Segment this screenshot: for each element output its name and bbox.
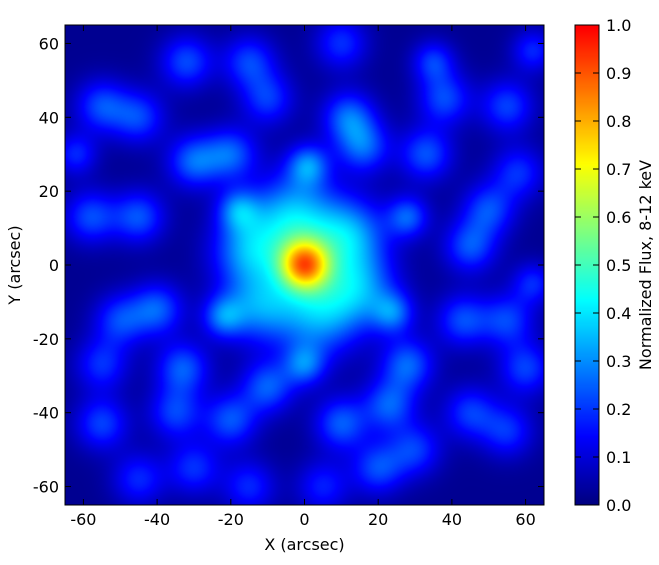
- colorbar-tick-label: 0.5: [606, 256, 631, 275]
- colorbar-ticks: 0.0 0.1 0.2 0.3 0.4 0.5 0.6 0.7 0.8 0.9 1.0: [575, 16, 631, 515]
- y-tick-label: 0: [49, 256, 59, 275]
- colorbar-tick-label: 0.4: [606, 304, 631, 323]
- x-tick-label: 40: [442, 510, 462, 529]
- y-tick-label: -20: [33, 330, 59, 349]
- y-axis-ticks: -60 -40 -20 0 20 40 60: [33, 34, 544, 497]
- x-tick-label: 20: [368, 510, 388, 529]
- colorbar-tick-label: 0.6: [606, 208, 631, 227]
- colorbar-tick-label: 0.9: [606, 64, 631, 83]
- plot-frame-group: [64, 24, 545, 506]
- x-tick-label: -60: [70, 510, 96, 529]
- x-axis-ticks: -60 -40 -20 0 20 40 60: [70, 25, 536, 529]
- colorbar-tick-label: 0.7: [606, 160, 631, 179]
- y-tick-label: 60: [39, 34, 59, 53]
- x-axis-label: X (arcsec): [264, 535, 344, 554]
- y-tick-label: 20: [39, 182, 59, 201]
- colorbar-tick-label: 0.1: [606, 448, 631, 467]
- heatmap-image: [65, 25, 544, 505]
- y-tick-label: -40: [33, 404, 59, 423]
- x-tick-label: -40: [144, 510, 170, 529]
- colorbar: 0.0 0.1 0.2 0.3 0.4 0.5 0.6 0.7 0.8 0.9 1.0 Normal…: [574, 16, 655, 515]
- y-axis-label: Y (arcsec): [5, 225, 24, 305]
- colorbar-tick-label: 0.3: [606, 352, 631, 371]
- colorbar-tick-label: 1.0: [606, 16, 631, 35]
- x-tick-label: -20: [218, 510, 244, 529]
- colorbar-tick-label: 0.2: [606, 400, 631, 419]
- colorbar-label: Normalized Flux, 8-12 keV: [636, 160, 655, 370]
- colorbar-tick-label: 0.8: [606, 112, 631, 131]
- y-tick-label: -60: [33, 478, 59, 497]
- x-tick-label: 0: [299, 510, 309, 529]
- x-tick-label: 60: [515, 510, 535, 529]
- y-tick-label: 40: [39, 108, 59, 127]
- colorbar-tick-label: 0.0: [606, 496, 631, 515]
